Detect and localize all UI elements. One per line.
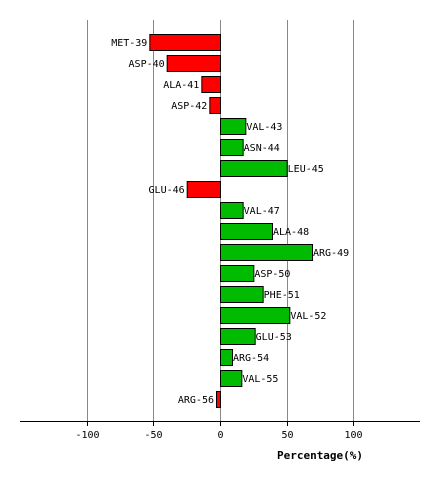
bar-val-47 bbox=[220, 202, 244, 219]
x-axis: -100 -50 0 50 100 bbox=[20, 421, 420, 441]
bar-label: MET-39 bbox=[111, 38, 147, 49]
x-tick-label: -100 bbox=[75, 430, 99, 441]
bar-label: ASP-40 bbox=[129, 59, 165, 70]
bar-label: ALA-48 bbox=[273, 227, 309, 238]
bar-label: GLU-53 bbox=[256, 332, 292, 343]
x-tick-label: -50 bbox=[144, 430, 162, 441]
bar-label: VAL-47 bbox=[244, 206, 280, 217]
bar-asp-50 bbox=[220, 265, 255, 282]
bar-arg-54 bbox=[220, 349, 233, 366]
bar-ala-48 bbox=[220, 223, 273, 240]
bar-label: ARG-54 bbox=[233, 353, 269, 364]
bar-met-39 bbox=[149, 34, 221, 51]
bar-label: LEU-45 bbox=[288, 164, 324, 175]
x-axis-title: Percentage(%) bbox=[277, 449, 363, 462]
bar-asp-42 bbox=[209, 97, 221, 114]
bar-val-55 bbox=[220, 370, 243, 387]
bar-label: ASP-42 bbox=[171, 101, 207, 112]
x-tick-label: 100 bbox=[344, 430, 362, 441]
bar-label: VAL-52 bbox=[290, 311, 326, 322]
bar-phe-51 bbox=[220, 286, 264, 303]
bar-label: PHE-51 bbox=[264, 290, 300, 301]
x-tick-label: 0 bbox=[217, 430, 223, 441]
bar-leu-45 bbox=[220, 160, 288, 177]
bar-val-43 bbox=[220, 118, 247, 135]
bar-label: VAL-55 bbox=[242, 374, 278, 385]
bar-glu-53 bbox=[220, 328, 256, 345]
bar-val-52 bbox=[220, 307, 291, 324]
bar-label: ALA-41 bbox=[163, 80, 199, 91]
bar-label: GLU-46 bbox=[149, 185, 185, 196]
bar-glu-46 bbox=[186, 181, 222, 198]
bar-asp-40 bbox=[166, 55, 222, 72]
bar-label: ASN-44 bbox=[244, 143, 280, 154]
bars: MET-39 ASP-40 ALA-41 ASP-42 VAL-43 ASN-44 LEU-… bbox=[111, 34, 349, 408]
bar-label: ARG-56 bbox=[178, 395, 214, 406]
bar-arg-49 bbox=[220, 244, 313, 261]
bar-arg-56 bbox=[216, 391, 221, 408]
bar-label: ARG-49 bbox=[313, 248, 349, 259]
bar-ala-41 bbox=[201, 76, 221, 93]
bar-label: VAL-43 bbox=[246, 122, 282, 133]
bar-asn-44 bbox=[220, 139, 244, 156]
bar-label: ASP-50 bbox=[254, 269, 290, 280]
x-tick-label: 50 bbox=[281, 430, 293, 441]
